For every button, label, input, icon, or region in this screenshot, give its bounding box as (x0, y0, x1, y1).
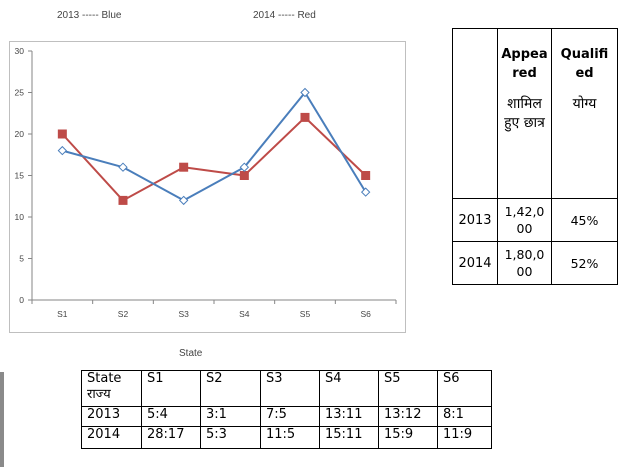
appeared-cell: 1,80,0 00 (497, 241, 552, 285)
appeared-header-en: Appea red (501, 47, 548, 81)
legend-2013: 2013 ----- Blue (57, 10, 122, 21)
ratio-cell: 8:1 (437, 406, 492, 427)
state-header-hi: राज्य (87, 387, 111, 402)
x-tick-label: S2 (118, 309, 129, 319)
data-point-square (118, 195, 128, 205)
state-col-header: S4 (319, 370, 379, 407)
series-line-1 (61, 116, 367, 202)
x-axis-title: State (179, 348, 203, 359)
state-header-en: State (87, 371, 122, 386)
y-tick-label: 5 (19, 254, 24, 264)
appeared-cell: 1,42,0 00 (497, 198, 552, 242)
state-header-cell: State राज्य (81, 370, 142, 407)
state-col-header: S1 (141, 370, 201, 407)
series-line-0 (62, 91, 367, 202)
y-tick-label: 0 (19, 295, 24, 305)
qualified-cell: 52% (551, 241, 618, 285)
y-tick-label: 30 (15, 46, 25, 56)
ratio-cell: 5:4 (141, 406, 201, 427)
data-point-diamond (118, 162, 128, 172)
state-ratio-table: State राज्य S1 S2 S3 S4 S5 S6 2013 5:4 3… (81, 370, 492, 449)
blank-header-cell (452, 28, 498, 199)
appeared-header: Appea red शामिल हुए छात्र (497, 28, 552, 199)
data-point-square (300, 112, 310, 122)
x-tick-label: S4 (239, 309, 250, 319)
line-chart: 0 5 10 15 20 25 30 S1 S2 S3 S4 S5 S6 (9, 41, 406, 333)
data-point-square (179, 162, 189, 172)
ratio-cell: 13:12 (378, 406, 438, 427)
state-col-header: S5 (378, 370, 438, 407)
x-tick-label: S6 (360, 309, 371, 319)
ratio-cell: 7:5 (260, 406, 320, 427)
x-tick-label: S3 (178, 309, 189, 319)
state-col-header: S2 (200, 370, 261, 407)
ratio-cell: 28:17 (141, 426, 201, 449)
year-cell: 2014 (81, 426, 142, 449)
qualified-header-hi: योग्य (572, 96, 597, 112)
y-tick-label: 10 (15, 212, 25, 222)
y-tick-label: 25 (15, 88, 25, 98)
state-col-header: S3 (260, 370, 320, 407)
data-point-diamond (239, 162, 250, 172)
exam-summary-table: Appea red शामिल हुए छात्र Qualifi ed योग… (452, 28, 618, 285)
data-point-square (57, 129, 67, 139)
qualified-header: Qualifi ed योग्य (551, 28, 618, 199)
appeared-header-hi: शामिल हुए छात्र (504, 96, 545, 131)
legend-2014: 2014 ----- Red (253, 10, 316, 21)
y-tick-label: 20 (15, 129, 25, 139)
data-point-square (239, 171, 249, 180)
qualified-header-en: Qualifi ed (560, 47, 609, 81)
ratio-cell: 15:9 (378, 426, 438, 449)
side-strip (0, 372, 4, 467)
year-cell: 2014 (452, 241, 498, 285)
ratio-cell: 3:1 (200, 406, 261, 427)
x-tick-label: S1 (57, 309, 68, 319)
ratio-cell: 13:11 (319, 406, 379, 427)
x-tick-label: S5 (300, 309, 311, 319)
data-point-diamond (57, 145, 68, 156)
state-col-header: S6 (437, 370, 492, 407)
data-point-diamond (360, 187, 371, 197)
ratio-cell: 11:5 (260, 426, 320, 449)
ratio-cell: 5:3 (200, 426, 261, 449)
year-cell: 2013 (452, 198, 498, 242)
ratio-cell: 11:9 (437, 426, 492, 449)
qualified-cell: 45% (551, 198, 618, 242)
year-cell: 2013 (81, 406, 142, 427)
data-point-diamond (178, 195, 189, 206)
y-tick-label: 15 (15, 171, 25, 181)
data-point-square (361, 171, 371, 180)
data-point-diamond (300, 87, 310, 98)
ratio-cell: 15:11 (319, 426, 379, 449)
